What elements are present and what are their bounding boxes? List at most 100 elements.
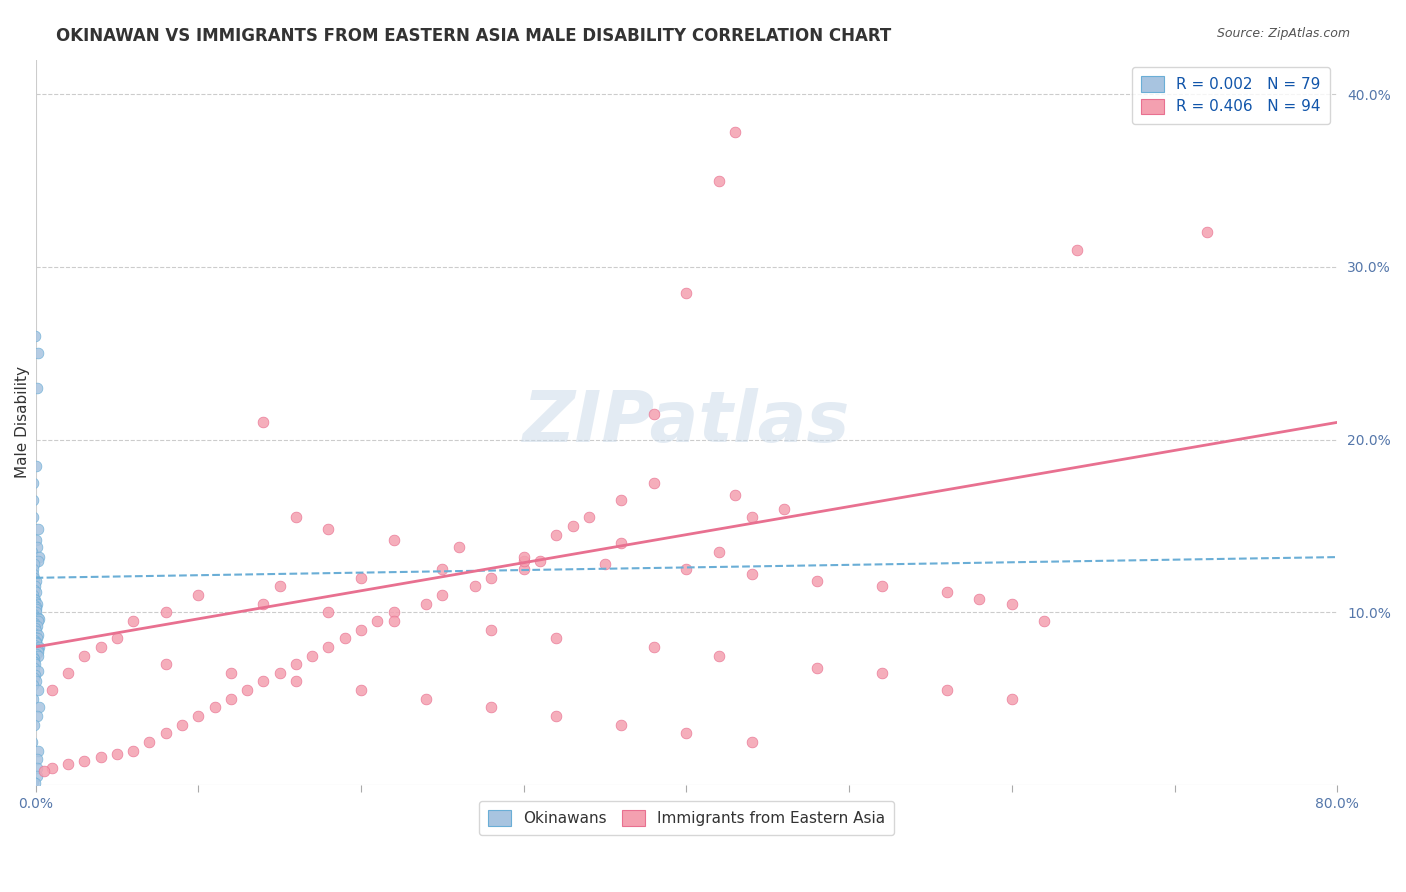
- Point: [25, 636, 48, 650]
- Point: [105, 747, 128, 761]
- Point: [22, 717, 45, 731]
- Point: [21, 691, 44, 706]
- Point: [24, 674, 46, 689]
- Point: [27, 641, 49, 656]
- Point: [578, 510, 600, 524]
- Point: [73, 648, 96, 663]
- Point: [24, 657, 46, 672]
- Point: [27, 640, 49, 654]
- Point: [22, 599, 45, 613]
- Point: [22, 638, 45, 652]
- Point: [27, 643, 49, 657]
- Point: [22, 591, 45, 606]
- Y-axis label: Male Disability: Male Disability: [15, 367, 30, 478]
- Point: [382, 605, 405, 619]
- Point: [741, 510, 763, 524]
- Point: [21, 604, 44, 618]
- Point: [252, 674, 274, 689]
- Point: [219, 665, 242, 680]
- Point: [21, 650, 44, 665]
- Point: [56, 757, 79, 772]
- Point: [24, 329, 46, 343]
- Point: [219, 691, 242, 706]
- Point: [707, 173, 730, 187]
- Point: [122, 614, 145, 628]
- Point: [22, 607, 45, 621]
- Point: [24, 593, 46, 607]
- Point: [155, 726, 177, 740]
- Point: [741, 735, 763, 749]
- Point: [415, 691, 437, 706]
- Point: [27, 645, 49, 659]
- Point: [643, 407, 665, 421]
- Point: [41, 761, 63, 775]
- Text: Source: ZipAtlas.com: Source: ZipAtlas.com: [1216, 27, 1350, 40]
- Point: [806, 574, 828, 589]
- Point: [27, 683, 49, 698]
- Point: [73, 754, 96, 768]
- Point: [513, 550, 536, 565]
- Point: [1033, 614, 1056, 628]
- Point: [27, 612, 49, 626]
- Point: [707, 648, 730, 663]
- Point: [25, 602, 48, 616]
- Point: [284, 674, 307, 689]
- Point: [21, 545, 44, 559]
- Point: [22, 671, 45, 685]
- Point: [610, 493, 633, 508]
- Point: [432, 562, 454, 576]
- Point: [155, 605, 177, 619]
- Point: [675, 726, 697, 740]
- Point: [170, 717, 193, 731]
- Point: [333, 632, 356, 646]
- Point: [969, 591, 991, 606]
- Point: [350, 623, 373, 637]
- Point: [479, 700, 502, 714]
- Point: [56, 665, 79, 680]
- Point: [27, 597, 49, 611]
- Point: [27, 346, 49, 360]
- Point: [27, 553, 49, 567]
- Point: [529, 553, 551, 567]
- Point: [25, 540, 48, 554]
- Point: [27, 648, 49, 663]
- Point: [284, 510, 307, 524]
- Point: [24, 634, 46, 648]
- Point: [301, 648, 323, 663]
- Point: [773, 501, 796, 516]
- Point: [22, 615, 45, 630]
- Point: [21, 735, 44, 749]
- Point: [479, 571, 502, 585]
- Point: [415, 597, 437, 611]
- Point: [27, 628, 49, 642]
- Point: [21, 774, 44, 789]
- Point: [24, 667, 46, 681]
- Point: [21, 608, 44, 623]
- Point: [138, 735, 160, 749]
- Point: [513, 553, 536, 567]
- Point: [27, 550, 49, 565]
- Point: [1197, 225, 1219, 239]
- Legend: Okinawans, Immigrants from Eastern Asia: Okinawans, Immigrants from Eastern Asia: [478, 801, 894, 836]
- Point: [22, 557, 45, 571]
- Point: [22, 562, 45, 576]
- Point: [90, 750, 112, 764]
- Point: [27, 743, 49, 757]
- Point: [1001, 691, 1024, 706]
- Point: [350, 571, 373, 585]
- Point: [25, 381, 48, 395]
- Point: [27, 523, 49, 537]
- Point: [22, 630, 45, 644]
- Point: [318, 523, 340, 537]
- Point: [32, 764, 55, 779]
- Point: [707, 545, 730, 559]
- Point: [25, 619, 48, 633]
- Point: [513, 562, 536, 576]
- Point: [741, 567, 763, 582]
- Point: [22, 582, 45, 597]
- Point: [22, 652, 45, 666]
- Point: [24, 574, 46, 589]
- Point: [25, 647, 48, 661]
- Point: [21, 510, 44, 524]
- Point: [25, 632, 48, 646]
